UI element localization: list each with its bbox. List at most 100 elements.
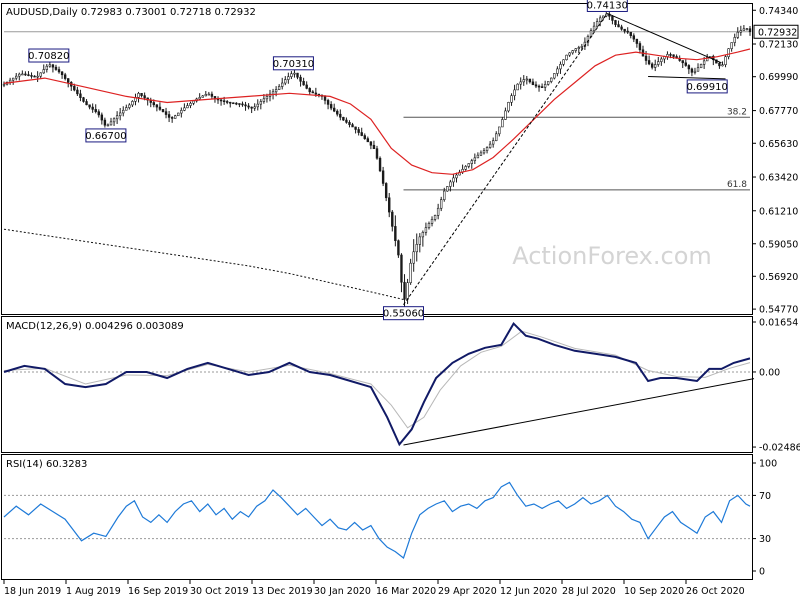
candle-body (112, 118, 116, 123)
candle-body (122, 109, 125, 114)
macd-y-tick-label: 0.01654 (759, 318, 798, 329)
candle-body (693, 70, 697, 73)
candle-body (467, 163, 470, 167)
candle-body (161, 109, 165, 112)
x-tick-label: 10 Sep 2020 (624, 586, 684, 597)
macd-title: MACD(12,26,9) 0.004296 0.003089 (6, 321, 184, 332)
candle-body (516, 83, 519, 91)
candle-body (45, 65, 49, 70)
candle-body (265, 96, 269, 100)
price-annotation-box (28, 48, 70, 63)
rsi-y-tick-label: 30 (759, 534, 771, 545)
x-tick-label: 29 Apr 2020 (438, 586, 497, 597)
price-y-tick-label: 0.54770 (759, 305, 798, 316)
candle-body (189, 102, 192, 106)
rsi-layer (3, 481, 751, 559)
candle-body (623, 28, 626, 32)
candle-body (201, 95, 204, 98)
candle-body (525, 78, 529, 81)
candle-body (427, 223, 431, 229)
x-tick-label: 28 Jul 2020 (562, 586, 616, 597)
candle-body (241, 103, 244, 106)
price-annotation-box (382, 306, 424, 321)
x-tick-label: 30 Oct 2019 (190, 586, 249, 597)
candle-body (537, 85, 541, 88)
price-annotation-box (85, 128, 127, 143)
candle-body (635, 38, 639, 44)
candle-body (244, 104, 247, 107)
candle-body (36, 75, 39, 78)
candle-body (311, 91, 314, 94)
price-annotation-label: 0.55060 (383, 309, 424, 320)
candle-body (219, 99, 223, 102)
candle-body (167, 114, 171, 118)
candle-body (314, 92, 318, 95)
candle-body (721, 64, 724, 67)
candle-body (323, 96, 327, 101)
candle-body (342, 116, 345, 121)
candle-body (290, 73, 293, 77)
candle-body (531, 81, 535, 86)
candle-body (528, 78, 532, 83)
candle-body (79, 93, 82, 98)
candle-body (476, 154, 480, 159)
candle-body (553, 73, 556, 79)
price-annotation-box (272, 56, 314, 71)
candle-body (388, 197, 391, 213)
candle-body (155, 104, 159, 108)
candle-body (287, 76, 290, 80)
candle-body (57, 69, 61, 73)
rsi-y-tick-label: 70 (759, 491, 771, 502)
current-price-tag-label: 0.72932 (758, 27, 797, 38)
short-moving-average-line (3, 48, 751, 175)
candle-body (415, 244, 418, 253)
candle-body (647, 60, 651, 65)
price-annotation-label: 0.69910 (687, 82, 728, 93)
candle-body (543, 84, 547, 88)
candle-body (198, 97, 201, 100)
candle-body (391, 211, 394, 227)
candle-body (602, 15, 605, 19)
candle-body (495, 133, 498, 141)
fib-level-label-38-2: 38.2 (727, 107, 747, 117)
candle-body (164, 111, 168, 115)
candle-body (696, 67, 700, 72)
candle-body (170, 117, 174, 119)
candle-body (718, 62, 721, 67)
candle-body (88, 104, 91, 108)
x-tick-label: 13 Dec 2019 (252, 586, 313, 597)
candle-body (115, 115, 119, 120)
price-y-tick-label: 0.67770 (759, 106, 798, 117)
candle-body (262, 98, 266, 102)
candle-body (614, 20, 617, 25)
candle-body (97, 111, 100, 116)
candle-body (574, 48, 577, 51)
candle-body (375, 148, 379, 159)
price-y-tick-label: 0.72130 (759, 40, 798, 51)
candle-body (418, 236, 422, 245)
candle-body (140, 93, 143, 96)
candle-body (488, 143, 492, 148)
candle-body (158, 106, 162, 110)
candle-body (568, 52, 571, 56)
candle-body (605, 13, 608, 17)
macd-y-tick-label: -0.02486 (759, 443, 800, 454)
macd-signal-line (3, 330, 751, 429)
candle-body (15, 75, 18, 79)
candle-body (326, 100, 330, 105)
candle-body (669, 54, 672, 56)
candle-body (394, 226, 397, 241)
candle-body (559, 64, 562, 70)
candle-body (137, 93, 140, 98)
candle-body (464, 166, 467, 170)
candle-body (118, 112, 122, 117)
candle-body (308, 88, 311, 93)
candle-body (433, 215, 437, 220)
candle-body (562, 59, 565, 65)
candle-body (106, 124, 110, 127)
candle-body (684, 62, 687, 66)
candle-body (690, 68, 694, 73)
candle-body (109, 121, 113, 126)
candle-body (296, 72, 299, 78)
x-tick-label: 16 Sep 2019 (128, 586, 188, 597)
